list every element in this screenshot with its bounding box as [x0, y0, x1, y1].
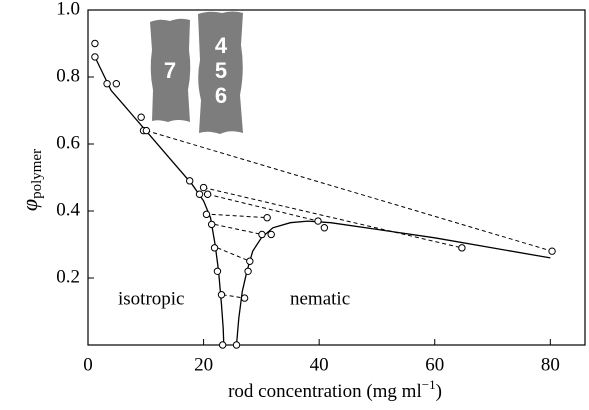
- data-point: [232, 341, 241, 349]
- y-axis-label-sub: polymer: [29, 149, 45, 199]
- x-axis-label-sup: −1: [422, 377, 436, 392]
- data-point: [314, 217, 322, 225]
- y-tick-label: 0.2: [56, 266, 80, 287]
- y-axis-label: φpolymer: [17, 149, 45, 211]
- tie-line: [214, 223, 263, 235]
- data-point: [207, 220, 216, 229]
- data-point: [112, 80, 121, 88]
- y-tick-label: 0.4: [56, 199, 80, 220]
- data-point: [91, 39, 99, 48]
- data-point: [244, 267, 252, 275]
- x-tick-label: 0: [83, 354, 93, 375]
- block-number: 4: [215, 33, 228, 58]
- x-axis-label-main: rod concentration (mg ml: [228, 381, 422, 402]
- data-point: [103, 80, 111, 88]
- data-point: [217, 291, 226, 299]
- phase-label: nematic: [290, 288, 350, 309]
- block-number: 5: [215, 58, 227, 83]
- data-point: [320, 224, 329, 232]
- tie-line: [222, 294, 245, 299]
- data-point: [458, 244, 466, 252]
- tie-line: [203, 187, 463, 249]
- tie-line: [207, 193, 319, 222]
- binodal-curve: [94, 56, 225, 346]
- block-shape: [198, 11, 243, 134]
- block-number: 6: [215, 83, 227, 108]
- block-shape: [150, 18, 191, 122]
- data-point: [240, 294, 249, 302]
- data-point: [258, 230, 266, 239]
- x-tick-label: 20: [194, 354, 213, 375]
- data-point: [91, 53, 99, 61]
- tie-line: [211, 213, 268, 219]
- tie-line: [146, 130, 553, 252]
- data-point: [548, 247, 556, 255]
- data-point: [210, 244, 219, 252]
- data-point: [203, 190, 212, 198]
- data-point: [213, 267, 222, 275]
- x-tick-label: 60: [425, 354, 444, 375]
- data-point: [263, 214, 271, 222]
- binodal-curve: [235, 220, 551, 346]
- data-point: [137, 113, 145, 121]
- tie-line: [217, 247, 251, 262]
- data-point: [195, 190, 204, 198]
- data-point: [246, 257, 254, 265]
- y-axis-label-symbol: φ: [17, 199, 42, 211]
- data-point: [202, 210, 211, 219]
- block-number: 7: [164, 58, 176, 83]
- y-tick-label: 0.8: [56, 65, 80, 86]
- y-tick-label: 0.6: [56, 132, 80, 153]
- y-tick-label: 1.0: [56, 0, 80, 19]
- data-point: [199, 183, 208, 192]
- x-tick-label: 40: [310, 354, 329, 375]
- data-point: [186, 177, 194, 185]
- data-point: [142, 126, 151, 135]
- data-point: [267, 230, 275, 239]
- x-axis-label: rod concentration (mg ml−1): [228, 377, 442, 402]
- data-point: [218, 341, 227, 349]
- x-tick-label: 80: [541, 354, 560, 375]
- phase-label: isotropic: [118, 288, 185, 309]
- plot-frame: [87, 9, 586, 346]
- x-axis-label-end: ): [436, 381, 442, 402]
